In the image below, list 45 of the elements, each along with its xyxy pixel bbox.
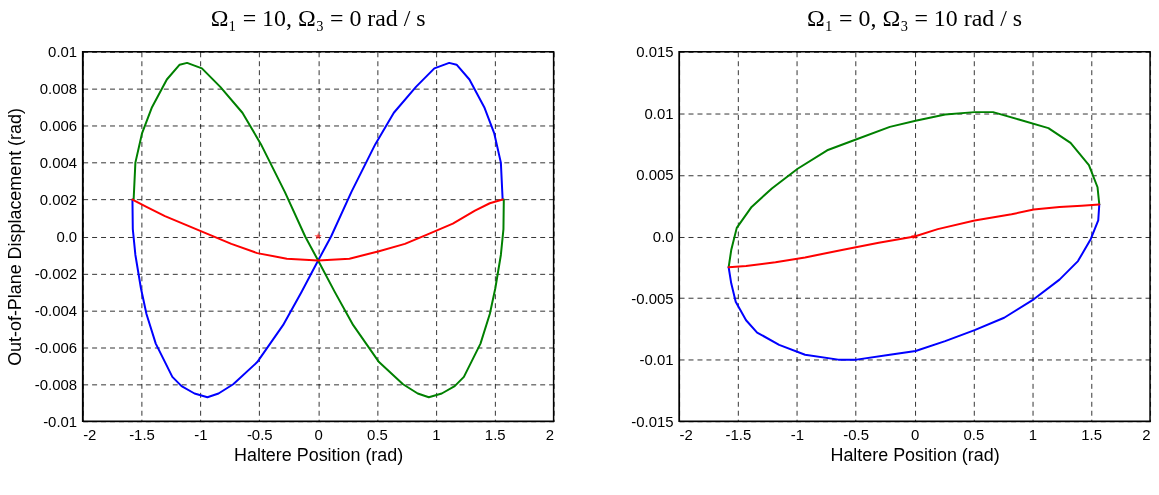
x-tick-label: 0.5 bbox=[367, 425, 388, 443]
y-tick-label: 0.01 bbox=[644, 104, 674, 122]
x-tick-label: 1 bbox=[1028, 425, 1037, 443]
x-tick-label: 1 bbox=[432, 425, 441, 443]
y-tick-label: 0.005 bbox=[636, 166, 674, 184]
line-series bbox=[727, 203, 1101, 269]
line-series bbox=[727, 203, 1101, 361]
x-tick-label: -1.5 bbox=[725, 425, 752, 443]
x-tick-label: 0.5 bbox=[963, 425, 985, 443]
y-tick-label: 0.004 bbox=[39, 154, 78, 172]
y-tick-label: 0.008 bbox=[39, 80, 78, 98]
x-tick-label: 2 bbox=[1142, 425, 1151, 443]
x-tick-label: -1.5 bbox=[129, 425, 155, 443]
x-tick-label: 1.5 bbox=[484, 425, 506, 443]
x-tick-label: -1 bbox=[790, 425, 804, 443]
x-axis-title: Haltere Position (rad) bbox=[830, 444, 1000, 465]
x-axis-title: Haltere Position (rad) bbox=[234, 444, 404, 465]
line-series bbox=[727, 111, 1101, 269]
chart-title: Ω₁ = 0, Ω₃ = 10 rad / s bbox=[807, 4, 1023, 31]
x-tick-label: -0.5 bbox=[843, 425, 870, 443]
y-tick-label: 0.015 bbox=[636, 43, 674, 61]
y-tick-label: -0.015 bbox=[631, 412, 674, 430]
x-tick-label: -2 bbox=[679, 425, 693, 443]
y-tick-label: 0.0 bbox=[652, 227, 674, 245]
x-tick-label: 0 bbox=[314, 425, 323, 443]
y-tick-label: -0.01 bbox=[43, 412, 78, 430]
x-tick-label: -2 bbox=[83, 425, 97, 443]
y-tick-label: -0.006 bbox=[34, 338, 78, 356]
y-axis-title: Out-of-Plane Displacement (rad) bbox=[4, 108, 25, 366]
y-tick-label: 0.0 bbox=[56, 227, 78, 245]
y-tick-label: 0.006 bbox=[39, 117, 78, 135]
x-tick-label: -1 bbox=[194, 425, 208, 443]
x-tick-label: 1.5 bbox=[1081, 425, 1103, 443]
x-tick-label: 0 bbox=[910, 425, 920, 443]
y-tick-label: -0.01 bbox=[639, 351, 674, 369]
y-tick-label: 0.002 bbox=[39, 191, 78, 209]
x-tick-label: 2 bbox=[545, 425, 555, 443]
y-tick-label: -0.008 bbox=[34, 375, 78, 393]
x-tick-label: -0.5 bbox=[246, 425, 273, 443]
line-series bbox=[131, 198, 504, 262]
y-tick-label: 0.01 bbox=[48, 43, 78, 61]
y-tick-label: -0.004 bbox=[34, 301, 78, 319]
y-tick-label: -0.005 bbox=[631, 289, 674, 307]
chart-title: Ω₁ = 10, Ω₃ = 0 rad / s bbox=[210, 4, 426, 31]
y-tick-label: -0.002 bbox=[34, 264, 78, 282]
